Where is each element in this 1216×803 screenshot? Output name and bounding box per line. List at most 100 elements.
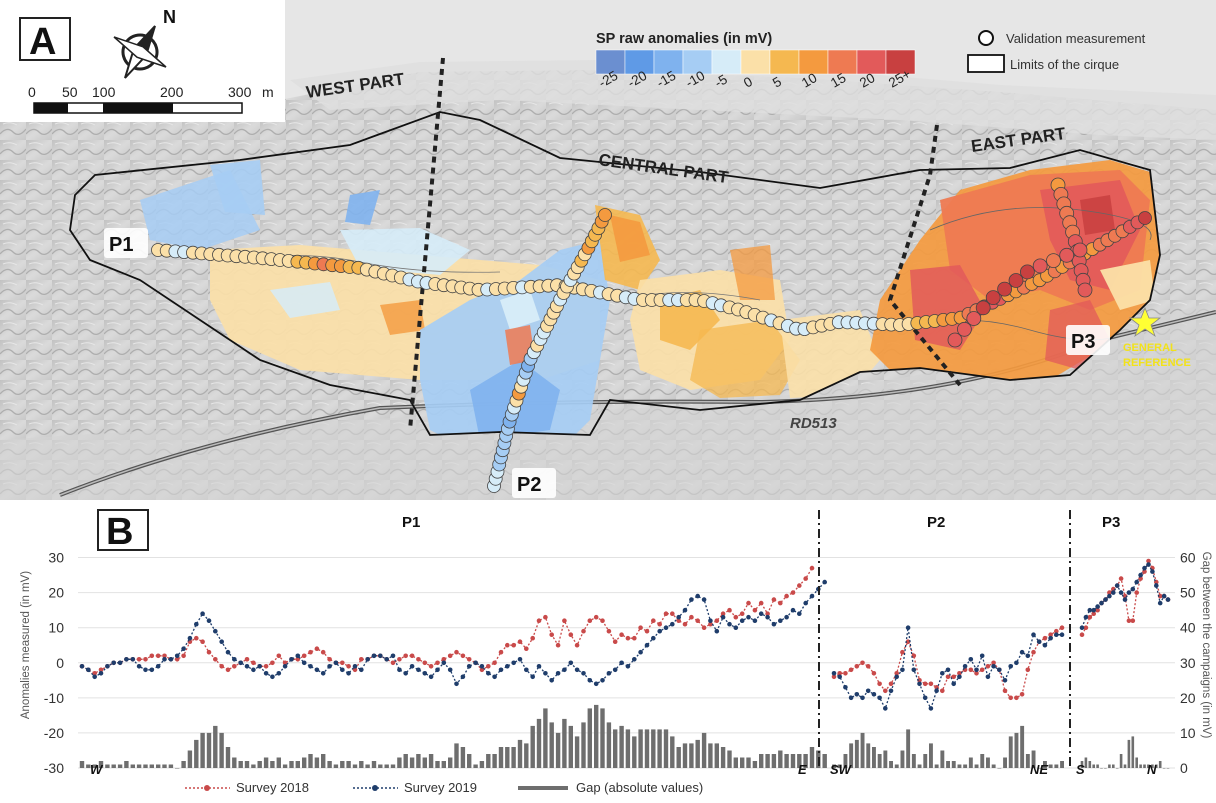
survey-2018-point bbox=[746, 600, 751, 606]
survey-2019-point bbox=[333, 660, 339, 666]
gap-bar bbox=[849, 743, 854, 768]
gap-bar bbox=[940, 750, 945, 768]
survey-2019-point bbox=[822, 579, 827, 585]
survey-2018-point bbox=[644, 628, 650, 634]
gap-bar bbox=[860, 732, 865, 768]
survey-2018-point bbox=[701, 625, 707, 630]
survey-2019-point bbox=[1107, 593, 1112, 599]
gap-bar bbox=[917, 764, 922, 768]
survey-2018-point bbox=[416, 657, 421, 662]
gap-bar bbox=[359, 761, 364, 768]
colorbar-swatch bbox=[769, 49, 800, 75]
gap-bars bbox=[79, 704, 1170, 769]
survey-2018-point bbox=[682, 621, 688, 627]
gap-bar bbox=[105, 764, 110, 768]
survey-2019-point bbox=[883, 706, 888, 711]
survey-2018-point bbox=[957, 671, 962, 676]
survey-2018-point bbox=[581, 628, 586, 634]
survey-2018-point bbox=[505, 642, 510, 648]
survey-2019-point bbox=[301, 660, 307, 666]
survey-2018-point bbox=[428, 664, 434, 669]
gap-bar bbox=[765, 754, 770, 768]
survey-2019-point bbox=[289, 657, 294, 662]
survey-2019-point bbox=[98, 671, 104, 676]
label-p2-box: P2 bbox=[512, 468, 556, 498]
survey-2018-point bbox=[213, 657, 218, 662]
survey-2018-point bbox=[848, 667, 854, 673]
survey-2018-point bbox=[1126, 618, 1132, 623]
colorbar-swatch bbox=[711, 49, 742, 75]
label-p1-box: P1 bbox=[104, 228, 148, 258]
survey-2018-point bbox=[670, 611, 675, 616]
survey-2018-point bbox=[871, 671, 877, 676]
gap-bar bbox=[86, 764, 91, 768]
gap-bar bbox=[460, 747, 466, 768]
survey-2019-point bbox=[1025, 653, 1031, 659]
survey-2019-point bbox=[1031, 632, 1036, 637]
survey-2018-point bbox=[831, 674, 837, 680]
gap-bar bbox=[333, 764, 339, 768]
p3-marker bbox=[985, 290, 1001, 306]
survey-2019-point bbox=[194, 621, 199, 627]
gap-bar bbox=[98, 761, 104, 768]
survey-2019-point bbox=[843, 685, 848, 690]
scale-tick-50: 50 bbox=[62, 84, 78, 100]
survey-2019-point bbox=[435, 667, 440, 673]
gap-bar bbox=[143, 764, 148, 768]
gap-bar bbox=[980, 754, 985, 768]
p3-marker bbox=[1008, 273, 1024, 288]
survey-2018-point bbox=[917, 678, 922, 683]
survey-2019-point bbox=[1114, 583, 1120, 588]
map-panel: WEST PART CENTRAL PART EAST PART P1 P2 P… bbox=[0, 0, 1216, 500]
survey-2019-point bbox=[327, 664, 332, 669]
gap-bar bbox=[263, 757, 269, 768]
survey-2019-point bbox=[1138, 572, 1143, 578]
label-p2: P2 bbox=[517, 474, 541, 496]
gap-bar bbox=[1127, 739, 1131, 768]
survey-2018-point bbox=[397, 657, 402, 662]
gap-bar bbox=[832, 764, 836, 768]
gap-bar bbox=[929, 743, 933, 768]
survey-2019-point bbox=[951, 681, 956, 687]
survey-2018-point bbox=[587, 618, 593, 623]
gap-bar bbox=[581, 722, 586, 768]
header-p1: P1 bbox=[402, 514, 420, 531]
survey-2019-point bbox=[979, 653, 985, 659]
survey-2019-point bbox=[1146, 562, 1151, 567]
survey-2019-point bbox=[251, 667, 256, 673]
survey-2019-point bbox=[1103, 597, 1108, 602]
survey-2019-point bbox=[492, 674, 497, 680]
gap-bar bbox=[1108, 764, 1111, 768]
survey-2019-point bbox=[1118, 590, 1124, 595]
gap-bar bbox=[701, 732, 707, 768]
survey-2018-point bbox=[752, 607, 758, 613]
gap-bar bbox=[632, 736, 637, 768]
survey-2018-point bbox=[1095, 607, 1100, 613]
survey-2019-point bbox=[790, 607, 796, 613]
survey-2019-point bbox=[130, 657, 136, 662]
survey-2019-point bbox=[600, 678, 605, 683]
survey-2019-point bbox=[124, 657, 129, 662]
survey-2018-point bbox=[593, 614, 599, 620]
survey-2018-point bbox=[803, 576, 808, 581]
survey-2018-point bbox=[492, 660, 497, 666]
p3-marker bbox=[957, 321, 972, 337]
survey-2019-point bbox=[92, 674, 97, 680]
gap-bar bbox=[866, 743, 871, 768]
survey-2019-point bbox=[149, 667, 155, 673]
survey-2019-point bbox=[1008, 664, 1013, 669]
gap-bar bbox=[1143, 764, 1146, 768]
survey-2019-point bbox=[1161, 593, 1167, 599]
gap-bar bbox=[1088, 761, 1092, 768]
gap-bar bbox=[934, 764, 939, 768]
gap-bar bbox=[771, 754, 777, 768]
survey-2018-point bbox=[162, 653, 167, 659]
gap-bar bbox=[168, 764, 174, 768]
survey-2019-point bbox=[409, 664, 415, 669]
gap-bar bbox=[1123, 764, 1127, 768]
survey-2018-point bbox=[979, 667, 985, 673]
gap-bar bbox=[289, 761, 294, 768]
survey-2018-point bbox=[549, 632, 554, 637]
survey-2019-point bbox=[282, 664, 288, 669]
right-axis-tick: 0 bbox=[1180, 760, 1188, 776]
